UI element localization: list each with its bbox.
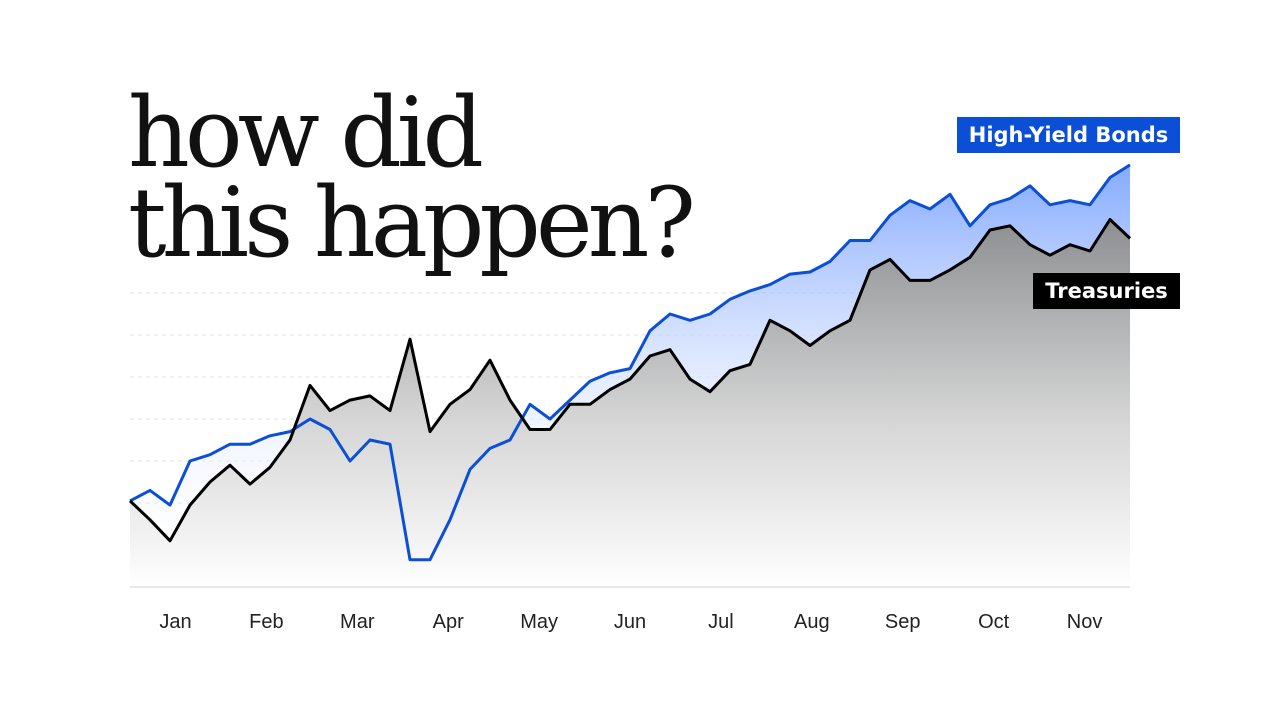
- title-line: how did: [128, 77, 481, 189]
- line: [128, 218, 1132, 543]
- x-tick-label: Jun: [614, 611, 646, 633]
- x-tick-label: Oct: [978, 611, 1010, 633]
- legend-label: High-Yield Bonds: [969, 123, 1169, 147]
- legend-box: [957, 117, 1180, 153]
- x-tick-label: Nov: [1067, 611, 1103, 633]
- title-line: this happen?: [128, 167, 692, 279]
- line: [129, 163, 1131, 562]
- legend-box: [1033, 273, 1180, 309]
- x-tick-label: Jul: [708, 611, 734, 633]
- x-tick-label: Aug: [794, 611, 830, 633]
- x-tick-label: Apr: [433, 611, 464, 633]
- plot: Jan Feb Mar Apr May Jun Jul Aug Sep Oct Nov: [128, 163, 1132, 633]
- x-tick-label: May: [520, 611, 558, 633]
- x-tick-label: Jan: [159, 611, 191, 633]
- legend-label: Treasuries: [1045, 279, 1168, 303]
- x-tick-label: Mar: [340, 611, 375, 633]
- area: [130, 219, 1130, 587]
- x-tick-label: Sep: [885, 611, 921, 633]
- x-tick-label: Feb: [249, 611, 283, 633]
